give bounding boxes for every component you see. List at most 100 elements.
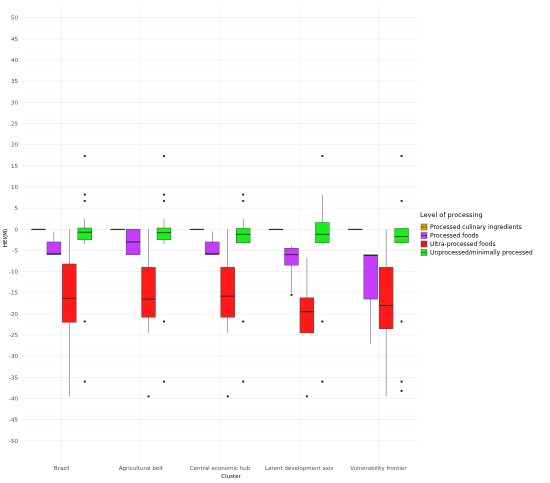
y-tick-label: -45	[9, 418, 18, 424]
y-tick-label: -50	[9, 439, 18, 445]
box-1-4	[363, 254, 378, 344]
y-tick-label: 35	[11, 79, 18, 85]
box-body	[156, 227, 172, 241]
outlier-point	[321, 320, 324, 323]
x-tick-label: Central economic hub	[190, 466, 251, 472]
legend-item: Ultra-processed foods	[420, 240, 496, 248]
box-0-4	[348, 228, 363, 231]
outlier-point	[321, 154, 324, 158]
box-body	[378, 267, 394, 329]
box-body	[62, 263, 77, 323]
box-layer	[31, 154, 409, 398]
x-tick-label: Latent development axis	[265, 466, 334, 472]
outlier-point	[83, 320, 86, 323]
outlier-point	[162, 154, 166, 158]
legend-item: Unprocessed/minimally processed	[420, 249, 533, 257]
y-tick-label: 45	[11, 37, 18, 43]
box-1-1	[125, 229, 141, 255]
grid-lines	[22, 5, 418, 462]
legend-label: Unprocessed/minimally processed	[430, 250, 533, 257]
box-1-3	[284, 246, 299, 296]
box-3-1	[156, 154, 172, 383]
x-tick-label: Vulnerability frontier	[350, 466, 407, 472]
box-body	[394, 228, 409, 244]
legend-label: Processed culinary ingredients	[430, 224, 522, 231]
box-body	[220, 267, 235, 318]
outlier-point	[400, 380, 403, 383]
x-axis-ticks: Brazil Agricultural belt Central economic …	[54, 466, 407, 472]
legend-label: Ultra-processed foods	[430, 241, 496, 248]
outlier-point	[400, 320, 403, 323]
x-tick-label: Agricultural belt	[119, 466, 164, 472]
outlier-point	[321, 380, 324, 383]
box-2-1	[141, 229, 156, 398]
box-2-2	[220, 229, 235, 398]
y-tick-label: 50	[11, 16, 18, 22]
y-tick-label: 5	[15, 206, 19, 212]
outlier-point	[162, 380, 166, 383]
outlier-point	[400, 389, 403, 393]
box-body	[141, 267, 156, 318]
legend: Level of processing Processed culinary i…	[420, 211, 533, 257]
outlier-point	[162, 320, 166, 323]
y-axis-title: HEI(M)	[3, 229, 9, 247]
box-3-2	[236, 193, 251, 383]
box-0-0	[31, 228, 46, 231]
box-2-4	[378, 229, 394, 397]
outlier-point	[400, 199, 403, 203]
outlier-point	[83, 154, 86, 158]
outlier-point	[83, 199, 86, 203]
outlier-point	[226, 395, 229, 398]
y-tick-label: 15	[11, 164, 18, 170]
box-body	[315, 222, 330, 244]
outlier-point	[147, 395, 150, 398]
box-body	[363, 254, 378, 300]
outlier-point	[305, 395, 309, 398]
y-tick-label: 0	[15, 227, 19, 233]
box-2-0	[62, 229, 77, 397]
outlier-point	[242, 380, 245, 383]
box-3-0	[77, 154, 92, 383]
outlier-point	[290, 293, 293, 296]
y-tick-label: 25	[11, 121, 18, 127]
y-tick-label: 10	[11, 185, 18, 191]
x-axis-title: Cluster	[221, 474, 241, 480]
box-3-3	[315, 154, 330, 383]
y-tick-label: -5	[13, 248, 19, 254]
y-tick-label: -35	[9, 375, 18, 381]
y-tick-label: -25	[9, 333, 18, 339]
box-1-2	[205, 231, 220, 255]
outlier-point	[400, 154, 403, 158]
outlier-point	[162, 199, 166, 203]
box-1-0	[46, 231, 62, 255]
outlier-point	[242, 320, 245, 323]
y-tick-label: -40	[9, 397, 18, 403]
box-3-4	[394, 154, 409, 393]
y-axis-ticks: 50454035302520151050-5-10-15-20-25-30-35…	[9, 16, 18, 445]
box-2-3	[299, 257, 315, 398]
y-tick-label: 30	[11, 100, 18, 106]
box-body	[77, 227, 92, 241]
y-tick-label: -10	[9, 270, 18, 276]
box-0-1	[110, 228, 125, 231]
x-tick-label: Brazil	[54, 466, 70, 472]
legend-title: Level of processing	[420, 211, 483, 219]
box-body	[284, 248, 299, 266]
outlier-point	[242, 199, 245, 203]
y-tick-label: 20	[11, 143, 18, 149]
outlier-point	[83, 380, 86, 383]
outlier-point	[162, 193, 166, 196]
y-tick-label: -20	[9, 312, 18, 318]
legend-item: Processed culinary ingredients	[420, 223, 522, 231]
box-0-2	[189, 228, 204, 231]
legend-label: Processed foods	[430, 233, 479, 240]
y-tick-label: -15	[9, 291, 18, 297]
legend-item: Processed foods	[420, 232, 479, 240]
box-body	[205, 241, 220, 255]
box-body	[236, 228, 251, 244]
y-tick-label: -30	[9, 354, 18, 360]
y-tick-label: 40	[11, 58, 18, 64]
outlier-point	[83, 193, 86, 196]
box-body	[299, 297, 315, 334]
box-body	[46, 241, 62, 255]
